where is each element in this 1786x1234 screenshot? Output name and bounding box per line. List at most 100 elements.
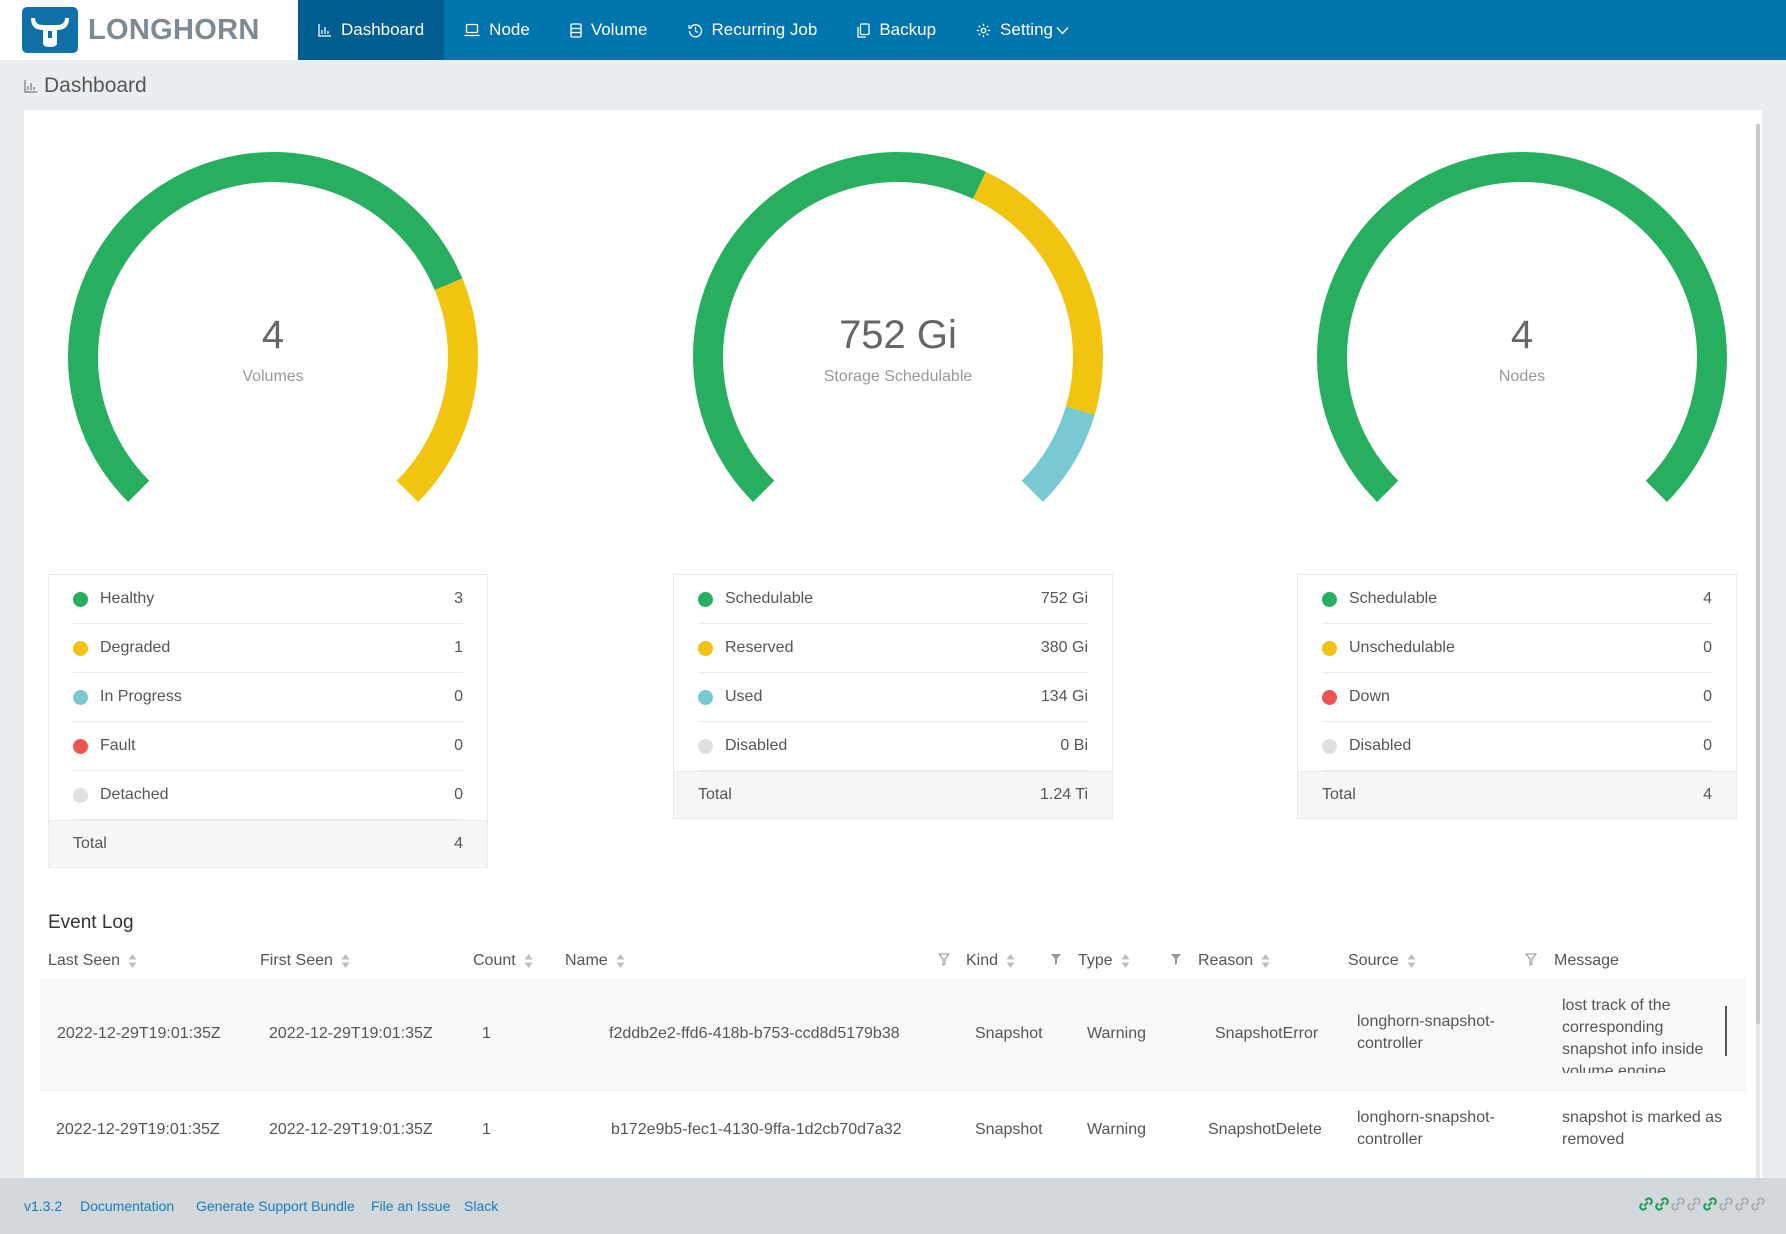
source-line: controller — [1357, 1131, 1423, 1148]
legend-total: Total 4 — [49, 820, 487, 867]
link-status-icon — [1750, 1197, 1766, 1216]
nav-node[interactable]: Node — [444, 0, 550, 60]
sort-icon[interactable] — [616, 953, 625, 969]
app-name: LONGHORN — [88, 14, 260, 46]
legend-row-schedulable[interactable]: Schedulable 752 Gi — [698, 575, 1088, 624]
legend-row-disabled[interactable]: Disabled 0 — [1322, 722, 1712, 771]
legend-row-reserved[interactable]: Reserved 380 Gi — [698, 624, 1088, 673]
nav-setting[interactable]: Setting — [956, 0, 1089, 60]
legend-value: 3 — [454, 590, 463, 607]
app-logo[interactable]: LONGHORN — [0, 0, 298, 60]
legend-label: Unschedulable — [1349, 639, 1455, 656]
message-scrollbar[interactable] — [1725, 1006, 1727, 1056]
slack-link[interactable]: Slack — [464, 1198, 499, 1214]
top-navbar: LONGHORN Dashboard Node Volume Recurring… — [0, 0, 1786, 60]
legend-row-healthy[interactable]: Healthy 3 — [73, 575, 463, 624]
table-row[interactable]: 2022-12-29T19:01:35Z 2022-12-29T19:01:35… — [40, 1090, 1746, 1179]
nav-recurring-job[interactable]: Recurring Job — [668, 0, 838, 60]
sort-icon[interactable] — [1006, 953, 1015, 969]
connection-status — [1638, 1197, 1766, 1216]
col-message[interactable]: Message — [1554, 944, 1619, 978]
main-nav: Dashboard Node Volume Recurring Job Back… — [298, 0, 1089, 60]
legend-row-disabled[interactable]: Disabled 0 Bi — [698, 722, 1088, 771]
col-kind[interactable]: Kind — [966, 944, 1015, 978]
storage-legend: Schedulable 752 Gi Reserved 380 Gi Used 134… — [673, 574, 1113, 819]
cell-count: 1 — [482, 1121, 491, 1138]
sort-icon[interactable] — [128, 953, 137, 969]
storage-gauge — [693, 152, 1103, 502]
col-name[interactable]: Name — [565, 944, 625, 978]
sort-icon[interactable] — [524, 953, 533, 969]
status-dot — [1322, 591, 1337, 607]
filter-icon[interactable] — [937, 953, 951, 971]
message-line: snapshot is marked as — [1562, 1109, 1723, 1126]
cell-first-seen: 2022-12-29T19:01:35Z — [269, 1025, 433, 1042]
history-icon — [687, 23, 703, 38]
cell-name: f2ddb2e2-ffd6-418b-b753-ccd8d5179b38 — [609, 1025, 900, 1042]
col-last-seen[interactable]: Last Seen — [48, 944, 137, 978]
legend-row-schedulable[interactable]: Schedulable 4 — [1322, 575, 1712, 624]
column-label: Source — [1348, 952, 1399, 969]
storage-gauge-value: 752 Gi — [839, 313, 957, 357]
sort-icon[interactable] — [341, 953, 350, 969]
legend-value: 0 — [1703, 737, 1712, 754]
legend-row-used[interactable]: Used 134 Gi — [698, 673, 1088, 722]
legend-row-detached[interactable]: Detached 0 — [73, 771, 463, 820]
copy-icon — [857, 22, 870, 38]
file-an-issue-link[interactable]: File an Issue — [371, 1198, 451, 1214]
volumes-gauge-label: Volumes — [242, 368, 304, 385]
legend-label: Disabled — [725, 737, 788, 754]
gear-icon — [976, 23, 991, 38]
source-line: longhorn-snapshot- — [1357, 1013, 1495, 1030]
longhorn-logo-icon — [22, 7, 78, 53]
col-type[interactable]: Type — [1078, 944, 1130, 978]
filter-icon[interactable] — [1170, 953, 1182, 971]
legend-value: 0 Bi — [1060, 737, 1088, 754]
sort-icon[interactable] — [1407, 953, 1416, 969]
legend-label: Disabled — [1349, 737, 1412, 754]
col-first-seen[interactable]: First Seen — [260, 944, 350, 978]
sort-icon[interactable] — [1121, 953, 1130, 969]
link-status-icon — [1702, 1197, 1718, 1216]
legend-label: Fault — [100, 737, 136, 754]
col-source[interactable]: Source — [1348, 944, 1416, 978]
nodes-gauge-segment-0 — [1317, 152, 1727, 502]
legend-value: 0 — [454, 688, 463, 705]
status-dot — [698, 689, 713, 705]
col-count[interactable]: Count — [473, 944, 533, 978]
legend-value: 1 — [454, 639, 463, 656]
message-line: removed — [1562, 1131, 1625, 1148]
documentation-link[interactable]: Documentation — [80, 1198, 175, 1214]
nav-volume[interactable]: Volume — [550, 0, 668, 60]
message-line: volume engine — [1562, 1063, 1667, 1073]
link-status-icon — [1718, 1197, 1734, 1216]
message-line: lost track of the — [1562, 997, 1671, 1014]
sort-icon[interactable] — [1261, 953, 1270, 969]
filter-icon[interactable] — [1050, 953, 1062, 971]
volumes-gauge-segment-0 — [68, 152, 463, 502]
table-row[interactable]: 2022-12-29T19:01:35Z 2022-12-29T19:01:35… — [40, 978, 1746, 1091]
nav-label: Volume — [590, 20, 648, 39]
nav-label: Backup — [879, 20, 937, 39]
page-title: Dashboard — [24, 74, 147, 98]
legend-row-in-progress[interactable]: In Progress 0 — [73, 673, 463, 722]
panel-scrollbar-thumb[interactable] — [1756, 124, 1760, 1024]
legend-label: Healthy — [100, 590, 155, 607]
volumes-gauge — [68, 152, 478, 502]
generate-support-bundle-link[interactable]: Generate Support Bundle — [196, 1198, 355, 1214]
status-dot — [698, 640, 713, 656]
nav-dashboard[interactable]: Dashboard — [298, 0, 445, 60]
chevron-down-icon — [1056, 26, 1069, 35]
legend-value: 0 — [1703, 639, 1712, 656]
version-link[interactable]: v1.3.2 — [24, 1198, 63, 1214]
nav-backup[interactable]: Backup — [837, 0, 956, 60]
link-status-icon — [1734, 1197, 1750, 1216]
legend-row-unschedulable[interactable]: Unschedulable 0 — [1322, 624, 1712, 673]
legend-row-down[interactable]: Down 0 — [1322, 673, 1712, 722]
legend-row-degraded[interactable]: Degraded 1 — [73, 624, 463, 673]
filter-icon[interactable] — [1524, 953, 1538, 971]
column-label: Message — [1554, 952, 1619, 969]
legend-label: Schedulable — [1349, 590, 1438, 607]
legend-row-fault[interactable]: Fault 0 — [73, 722, 463, 771]
col-reason[interactable]: Reason — [1198, 944, 1270, 978]
